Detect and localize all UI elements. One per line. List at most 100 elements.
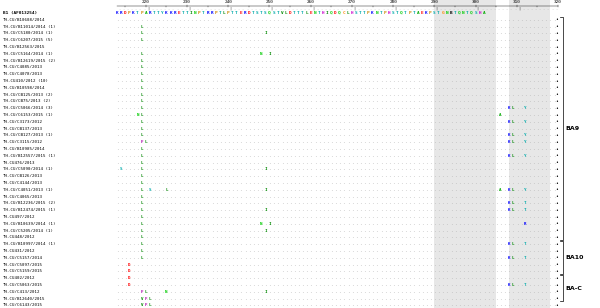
Text: .: . xyxy=(548,18,551,22)
Text: .: . xyxy=(392,45,394,49)
Text: .: . xyxy=(153,188,155,192)
Text: .: . xyxy=(165,18,168,22)
Text: .: . xyxy=(264,229,266,233)
Text: .: . xyxy=(425,276,427,280)
Text: .: . xyxy=(347,154,349,158)
Text: .: . xyxy=(371,290,374,294)
Text: .: . xyxy=(202,215,205,219)
Text: .: . xyxy=(182,229,184,233)
Text: .: . xyxy=(515,113,518,117)
Text: .: . xyxy=(116,86,118,90)
Text: .: . xyxy=(350,59,353,63)
Text: .: . xyxy=(363,154,365,158)
Text: .: . xyxy=(482,188,485,192)
Text: .: . xyxy=(136,93,139,97)
Text: .: . xyxy=(318,222,320,226)
Text: .: . xyxy=(297,72,299,76)
Text: .: . xyxy=(478,38,481,42)
Text: .: . xyxy=(495,86,497,90)
Text: .: . xyxy=(524,93,526,97)
Text: .: . xyxy=(383,52,386,56)
Text: .: . xyxy=(178,235,180,239)
Text: .: . xyxy=(536,86,539,90)
Text: .: . xyxy=(206,174,209,178)
Text: .: . xyxy=(495,31,497,35)
Text: .: . xyxy=(198,168,200,171)
Text: .: . xyxy=(367,188,370,192)
Text: .: . xyxy=(482,113,485,117)
Text: .: . xyxy=(491,222,493,226)
Text: .: . xyxy=(231,113,233,117)
Text: .: . xyxy=(429,215,431,219)
Text: .: . xyxy=(202,297,205,301)
Text: .: . xyxy=(314,297,316,301)
Text: .: . xyxy=(482,181,485,185)
Text: .: . xyxy=(244,86,246,90)
Text: .: . xyxy=(326,235,328,239)
Text: .: . xyxy=(132,72,135,76)
Text: .: . xyxy=(367,229,370,233)
Text: .: . xyxy=(482,195,485,199)
Text: .: . xyxy=(507,59,510,63)
Text: .: . xyxy=(297,229,299,233)
Text: .: . xyxy=(380,201,382,205)
Text: .: . xyxy=(416,25,419,29)
Text: .: . xyxy=(169,168,172,171)
Text: .: . xyxy=(173,270,176,274)
Text: .: . xyxy=(532,181,535,185)
Text: .: . xyxy=(380,38,382,42)
Text: .: . xyxy=(136,160,139,164)
Text: .: . xyxy=(223,59,226,63)
Text: .: . xyxy=(540,140,543,144)
Text: .: . xyxy=(235,140,238,144)
Text: .: . xyxy=(532,195,535,199)
Text: .: . xyxy=(136,201,139,205)
Text: .: . xyxy=(528,120,530,124)
Text: .: . xyxy=(442,99,444,103)
Text: .: . xyxy=(449,188,452,192)
Text: .: . xyxy=(376,181,378,185)
Text: .: . xyxy=(540,242,543,246)
Text: .: . xyxy=(454,270,456,274)
Text: .: . xyxy=(132,229,135,233)
Text: .: . xyxy=(211,38,213,42)
Text: .: . xyxy=(297,249,299,253)
Text: .: . xyxy=(198,120,200,124)
Text: .: . xyxy=(499,45,502,49)
Text: .: . xyxy=(310,303,312,307)
Text: .: . xyxy=(478,25,481,29)
Text: .: . xyxy=(120,25,122,29)
Text: .: . xyxy=(475,222,477,226)
Text: .: . xyxy=(178,65,180,69)
Text: .: . xyxy=(190,45,193,49)
Text: .: . xyxy=(289,52,292,56)
Text: .: . xyxy=(264,242,266,246)
Text: .: . xyxy=(173,303,176,307)
Text: .: . xyxy=(528,174,530,178)
Text: .: . xyxy=(532,235,535,239)
Text: .: . xyxy=(297,222,299,226)
Text: .: . xyxy=(454,120,456,124)
Text: .: . xyxy=(297,297,299,301)
Text: .: . xyxy=(380,25,382,29)
Text: .: . xyxy=(412,256,415,260)
Text: P: P xyxy=(429,11,431,15)
Text: .: . xyxy=(445,188,448,192)
Text: .: . xyxy=(470,154,473,158)
Text: .: . xyxy=(136,86,139,90)
Text: .: . xyxy=(285,270,287,274)
Text: .: . xyxy=(301,140,304,144)
Text: .: . xyxy=(297,52,299,56)
Text: .: . xyxy=(231,65,233,69)
Text: .: . xyxy=(169,113,172,117)
Text: .: . xyxy=(421,59,423,63)
Text: .: . xyxy=(359,127,361,131)
Text: .: . xyxy=(322,52,325,56)
Text: .: . xyxy=(437,160,440,164)
Text: .: . xyxy=(491,79,493,83)
Text: .: . xyxy=(202,222,205,226)
Text: .: . xyxy=(392,290,394,294)
Text: .: . xyxy=(136,31,139,35)
Text: .: . xyxy=(211,188,213,192)
Text: .: . xyxy=(260,86,263,90)
